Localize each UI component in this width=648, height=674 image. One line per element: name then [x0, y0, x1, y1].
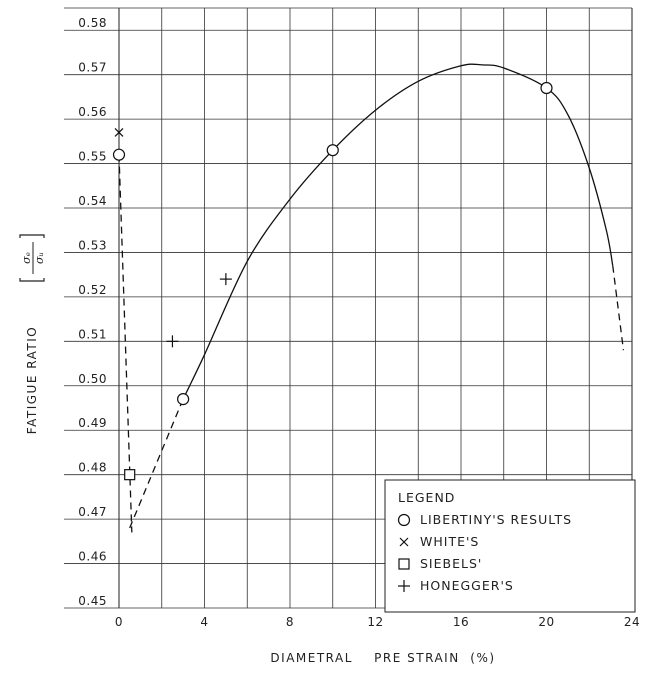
data-points: [112, 81, 553, 481]
legend-marker-x: [399, 537, 409, 547]
y-tick-label: 0.48: [78, 461, 107, 475]
y-tick-labels: 0.45 0.46 0.47 0.48 0.49 0.50 0.51 0.52 0.53 0.54…: [78, 16, 107, 608]
legend-box: [384, 479, 636, 613]
y-axis-title: FATIGUE RATIO: [25, 326, 39, 434]
data-point-circle: [177, 393, 190, 406]
legend-entry-label: LIBERTINY'S RESULTS: [420, 512, 572, 527]
x-tick-label: 8: [286, 615, 294, 629]
y-tick-label: 0.45: [78, 594, 107, 608]
data-point-square: [124, 469, 136, 481]
curve-dashed-lower: [129, 398, 184, 529]
curve-dashed-tail: [612, 265, 625, 351]
x-tick-label: 4: [200, 615, 208, 629]
x-tick-label: 16: [453, 615, 469, 629]
curve-solid: [182, 63, 614, 400]
legend-entry-label: WHITE'S: [420, 534, 479, 549]
y-tick-label: 0.53: [78, 238, 107, 252]
data-point-x: [114, 128, 124, 137]
y-tick-label: 0.49: [78, 416, 107, 430]
y-tick-label: 0.57: [78, 61, 107, 75]
y-tick-label: 0.51: [78, 327, 107, 341]
y-axis-symbol: σₑ σᵤ: [19, 234, 46, 282]
legend-entry-label: SIEBELS': [420, 556, 482, 571]
legend-entries: LIBERTINY'S RESULTS WHITE'S SIEBELS' HONEGG…: [397, 512, 572, 593]
data-point-circle: [326, 144, 339, 157]
data-point-plus: [166, 335, 179, 348]
legend: LEGEND LIBERTINY'S RESULTS WHITE'S SIEBELS…: [384, 479, 636, 613]
legend-marker-circle: [397, 513, 411, 527]
fitted-curve: [118, 63, 625, 533]
x-tick-label: 24: [624, 615, 640, 629]
y-axis-title-group: FATIGUE RATIO σₑ σᵤ: [19, 234, 46, 434]
legend-marker-square: [398, 558, 410, 570]
y-tick-label: 0.55: [78, 150, 107, 164]
y-tick-label: 0.47: [78, 505, 107, 519]
y-tick-label: 0.46: [78, 550, 107, 564]
y-tick-label: 0.54: [78, 194, 107, 208]
x-tick-label: 12: [367, 615, 383, 629]
x-tick-labels: 0 4 8 12 16 20 24: [115, 615, 640, 629]
y-axis-symbol-denominator: σᵤ: [33, 252, 46, 264]
x-tick-label: 0: [115, 615, 123, 629]
x-tick-label: 20: [538, 615, 554, 629]
legend-entry-label: HONEGGER'S: [420, 578, 514, 593]
y-tick-label: 0.56: [78, 105, 107, 119]
y-axis-symbol-numerator: σₑ: [20, 252, 33, 264]
legend-title: LEGEND: [398, 490, 455, 505]
y-tick-label: 0.58: [78, 16, 107, 30]
data-point-circle: [540, 81, 553, 95]
legend-marker-plus: [398, 580, 410, 592]
y-tick-label: 0.52: [78, 283, 107, 297]
y-tick-label: 0.50: [78, 372, 107, 386]
data-point-plus: [219, 273, 232, 286]
data-point-circle: [112, 148, 126, 161]
x-axis-title: DIAMETRAL PRE STRAIN (%): [270, 651, 495, 665]
